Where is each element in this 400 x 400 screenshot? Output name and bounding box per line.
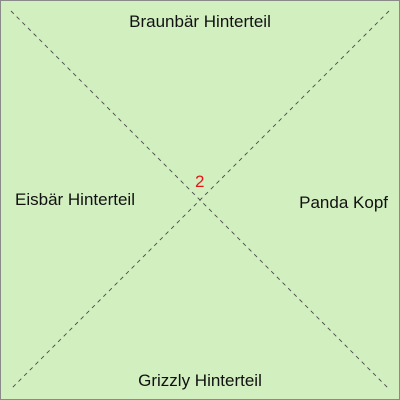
diagonal-line-top-right-to-bottom-left (10, 10, 390, 390)
edge-label-right: Panda Kopf (299, 193, 388, 212)
tile-number: 2 (195, 172, 205, 191)
edge-label-top: Braunbär Hinterteil (129, 12, 271, 31)
edge-label-left: Eisbär Hinterteil (15, 190, 135, 209)
edge-label-bottom: Grizzly Hinterteil (138, 371, 262, 390)
